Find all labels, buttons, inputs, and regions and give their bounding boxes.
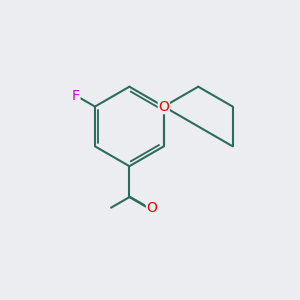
Text: O: O	[158, 100, 169, 114]
Text: F: F	[72, 88, 80, 103]
Text: O: O	[147, 201, 158, 215]
